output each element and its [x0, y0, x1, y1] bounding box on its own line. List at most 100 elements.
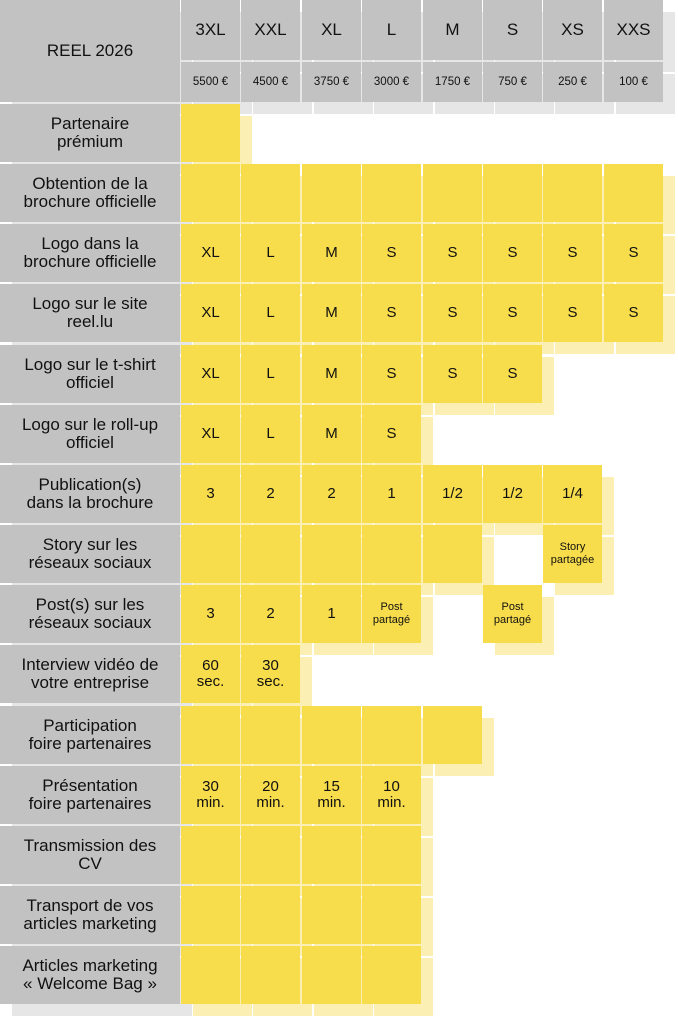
table-title: REEL 2026 — [0, 0, 180, 102]
benefit-cell — [423, 164, 482, 222]
benefit-cell: S — [543, 284, 602, 342]
benefit-cell: S — [483, 345, 542, 403]
benefit-cell — [423, 525, 482, 583]
row-label: Logo dans la brochure officielle — [0, 224, 180, 282]
benefit-cell — [362, 826, 421, 884]
benefit-cell: S — [423, 345, 482, 403]
row-label: Obtention de la brochure officielle — [0, 164, 180, 222]
benefit-cell: S — [483, 224, 542, 282]
benefit-cell: L — [241, 405, 300, 463]
benefit-cell: 1 — [302, 585, 361, 643]
row-label: Partenaire prémium — [0, 104, 180, 162]
benefit-cell: 1/2 — [483, 465, 542, 523]
benefit-cell: S — [362, 345, 421, 403]
benefit-cell: 60 sec. — [181, 645, 240, 703]
benefit-cell — [362, 525, 421, 583]
benefit-cell — [362, 886, 421, 944]
row-label: Transmission des CV — [0, 826, 180, 884]
benefit-cell — [241, 706, 300, 764]
benefit-cell — [181, 946, 240, 1004]
benefit-cell: 2 — [241, 585, 300, 643]
benefit-cell — [302, 886, 361, 944]
row-label: Présentation foire partenaires — [0, 766, 180, 824]
benefit-cell: M — [302, 345, 361, 403]
row-label: Transport de vos articles marketing — [0, 886, 180, 944]
row-label: Story sur les réseaux sociaux — [0, 525, 180, 583]
benefit-cell: 2 — [241, 465, 300, 523]
row-label: Logo sur le site reel.lu — [0, 284, 180, 342]
benefit-cell: S — [483, 284, 542, 342]
benefit-cell: M — [302, 405, 361, 463]
benefit-cell — [302, 164, 361, 222]
benefit-cell: L — [241, 284, 300, 342]
tier-price: 250 € — [543, 62, 602, 102]
benefit-cell: M — [302, 284, 361, 342]
benefit-cell — [302, 706, 361, 764]
benefit-cell — [302, 946, 361, 1004]
benefit-cell: 3 — [181, 585, 240, 643]
tier-size: L — [362, 0, 421, 60]
benefit-cell: S — [423, 224, 482, 282]
benefit-cell — [241, 164, 300, 222]
tier-size: XXS — [604, 0, 663, 60]
tier-price: 100 € — [604, 62, 663, 102]
tier-price: 1750 € — [423, 62, 482, 102]
benefit-cell: 3 — [181, 465, 240, 523]
benefit-cell — [362, 706, 421, 764]
benefit-cell — [241, 826, 300, 884]
benefit-cell — [181, 706, 240, 764]
tier-size: M — [423, 0, 482, 60]
benefit-cell: 1 — [362, 465, 421, 523]
benefit-cell: S — [543, 224, 602, 282]
row-label: Post(s) sur les réseaux sociaux — [0, 585, 180, 643]
benefit-cell: XL — [181, 224, 240, 282]
benefit-cell — [181, 525, 240, 583]
benefit-cell — [181, 104, 240, 162]
benefit-cell — [181, 886, 240, 944]
benefit-cell: S — [362, 284, 421, 342]
benefit-cell: Post partagé — [362, 585, 421, 643]
tier-price: 750 € — [483, 62, 542, 102]
benefit-cell: XL — [181, 345, 240, 403]
benefit-cell — [181, 826, 240, 884]
benefit-cell: 15 min. — [302, 766, 361, 824]
benefit-cell: XL — [181, 405, 240, 463]
tier-size: XL — [302, 0, 361, 60]
benefit-cell: S — [604, 284, 663, 342]
benefit-cell: 2 — [302, 465, 361, 523]
tier-size: S — [483, 0, 542, 60]
benefit-cell — [543, 164, 602, 222]
benefit-cell: L — [241, 345, 300, 403]
benefit-cell: Post partagé — [483, 585, 542, 643]
benefit-cell: S — [362, 405, 421, 463]
benefit-cell: S — [423, 284, 482, 342]
tier-size: 3XL — [181, 0, 240, 60]
benefit-cell — [241, 525, 300, 583]
benefit-cell: 1/2 — [423, 465, 482, 523]
benefit-cell — [483, 164, 542, 222]
benefit-cell: S — [362, 224, 421, 282]
row-label: Logo sur le t-shirt officiel — [0, 345, 180, 403]
benefit-cell — [362, 164, 421, 222]
benefit-cell — [362, 946, 421, 1004]
tier-price: 5500 € — [181, 62, 240, 102]
benefit-cell: L — [241, 224, 300, 282]
benefit-cell: Story partagée — [543, 525, 602, 583]
tier-price: 3750 € — [302, 62, 361, 102]
benefit-cell: XL — [181, 284, 240, 342]
benefit-cell — [302, 525, 361, 583]
row-label: Interview vidéo de votre entreprise — [0, 645, 180, 703]
benefit-cell — [302, 826, 361, 884]
row-label: Participation foire partenaires — [0, 706, 180, 764]
benefit-cell: 1/4 — [543, 465, 602, 523]
tier-size: XS — [543, 0, 602, 60]
benefit-cell: S — [604, 224, 663, 282]
tier-size: XXL — [241, 0, 300, 60]
benefit-cell — [181, 164, 240, 222]
benefit-cell: 30 sec. — [241, 645, 300, 703]
tier-price: 3000 € — [362, 62, 421, 102]
benefit-cell — [604, 164, 663, 222]
benefit-cell: 30 min. — [181, 766, 240, 824]
row-label: Articles marketing « Welcome Bag » — [0, 946, 180, 1004]
